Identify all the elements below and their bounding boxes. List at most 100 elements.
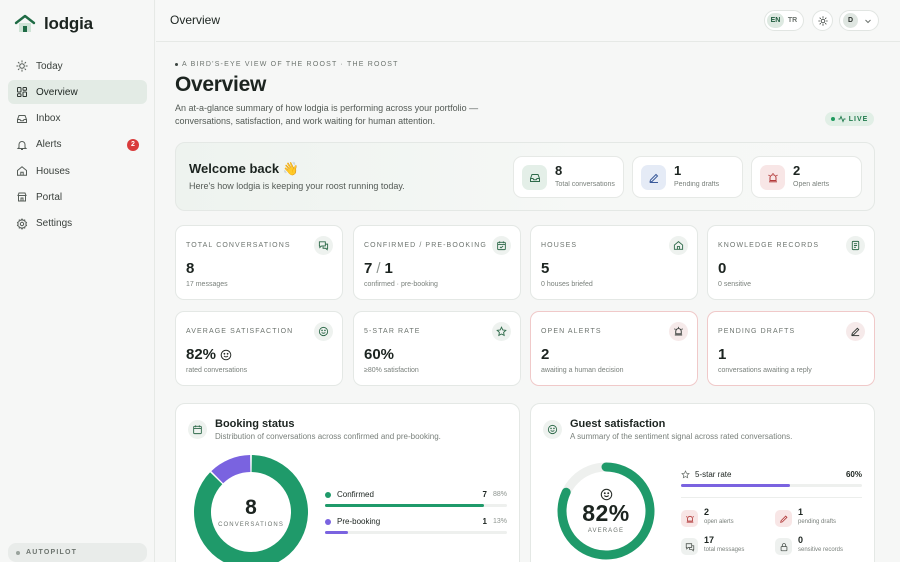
stat-card-five-star-rate[interactable]: 5-STAR RATE 60% ≥80% satisfaction bbox=[353, 311, 521, 386]
stat-card-total-conversations[interactable]: TOTAL CONVERSATIONS 8 17 messages bbox=[175, 225, 343, 300]
legend-row-confirmed[interactable]: Confirmed 7 88% bbox=[325, 490, 507, 507]
chat-icon bbox=[314, 236, 333, 255]
sidebar-item-houses[interactable]: Houses bbox=[8, 159, 147, 183]
autopilot-toggle[interactable]: AUTOPILOT bbox=[8, 543, 147, 562]
legend-bar-fill bbox=[325, 531, 348, 534]
five-star-rate-row: 5-star rate 60% bbox=[681, 470, 862, 487]
gauge-value: 82% bbox=[582, 500, 630, 526]
sidebar-item-today[interactable]: Today bbox=[8, 54, 147, 78]
lock-icon bbox=[775, 538, 792, 555]
legend-bar-track bbox=[325, 531, 507, 534]
brand[interactable]: lodgia bbox=[14, 14, 93, 34]
sidebar-item-alerts[interactable]: Alerts 2 bbox=[8, 133, 147, 157]
legend-dot bbox=[325, 518, 331, 525]
legend-row-prebooking[interactable]: Pre-booking 1 13% bbox=[325, 517, 507, 534]
stat-card-pending-drafts[interactable]: PENDING DRAFTS 1 conversations awaiting … bbox=[707, 311, 875, 386]
inbox-icon bbox=[522, 165, 547, 190]
legend-percent: 13% bbox=[492, 518, 507, 525]
satisfaction-subtitle: A summary of the sentiment signal across… bbox=[570, 432, 793, 441]
five-star-bar-fill bbox=[681, 484, 790, 487]
gauge-value-arc bbox=[557, 462, 655, 560]
stat-value-text: 1 bbox=[718, 346, 727, 363]
five-star-bar-track bbox=[681, 484, 862, 487]
stat-label: PENDING DRAFTS bbox=[718, 328, 796, 335]
stat-label: AVERAGE SATISFACTION bbox=[186, 328, 294, 335]
gauge-center: 82% AVERAGE bbox=[557, 462, 655, 560]
sat-stat-sensitive-records: 0 sensitive records bbox=[775, 535, 865, 561]
stat-card-houses[interactable]: HOUSES 5 0 houses briefed bbox=[530, 225, 698, 300]
stat-value: 0 bbox=[718, 260, 726, 277]
activity-icon bbox=[838, 115, 846, 123]
eyebrow-text: A BIRD'S-EYE VIEW OF THE ROOST · THE ROO… bbox=[182, 61, 399, 68]
pencil-icon bbox=[775, 510, 792, 527]
eyebrow-dot bbox=[175, 63, 178, 66]
stat-card-open-alerts[interactable]: OPEN ALERTS 2 awaiting a human decision bbox=[530, 311, 698, 386]
smile-icon bbox=[543, 420, 562, 439]
autopilot-label: AUTOPILOT bbox=[26, 549, 78, 556]
eyebrow: A BIRD'S-EYE VIEW OF THE ROOST · THE ROO… bbox=[175, 61, 399, 68]
sat-stat-value: 0 bbox=[798, 535, 804, 545]
donut-center-value: 8 bbox=[245, 495, 257, 519]
main-content: A BIRD'S-EYE VIEW OF THE ROOST · THE ROO… bbox=[156, 43, 900, 562]
page-title: Overview bbox=[175, 73, 266, 96]
sidebar-item-label: Settings bbox=[36, 218, 73, 230]
mini-stat-label: Pending drafts bbox=[674, 181, 720, 188]
house-icon bbox=[16, 165, 28, 177]
stat-card-confirmed-prebooking[interactable]: CONFIRMED / PRE-BOOKING 7/1 confirmed · … bbox=[353, 225, 521, 300]
alarm-icon bbox=[669, 322, 688, 341]
house-icon bbox=[669, 236, 688, 255]
donut-slice-confirmed[interactable] bbox=[194, 455, 308, 562]
mini-stat-conversations[interactable]: 8 Total conversations bbox=[513, 156, 624, 198]
stat-label: KNOWLEDGE RECORDS bbox=[718, 242, 820, 249]
stat-value: 5 bbox=[541, 260, 549, 277]
welcome-title: Welcome back 👋 bbox=[189, 161, 299, 176]
language-switch: EN TR bbox=[764, 10, 804, 31]
legend-name: Pre-booking bbox=[337, 517, 381, 526]
stat-subtext: ≥80% satisfaction bbox=[364, 367, 419, 374]
pencil-icon bbox=[641, 165, 666, 190]
sidebar-item-inbox[interactable]: Inbox bbox=[8, 107, 147, 131]
live-label: LIVE bbox=[848, 115, 869, 123]
alerts-count-badge: 2 bbox=[127, 138, 139, 151]
booking-donut-chart bbox=[194, 455, 308, 562]
top-bar: Overview EN TR D bbox=[156, 0, 900, 42]
mini-stat-drafts[interactable]: 1 Pending drafts bbox=[632, 156, 743, 198]
live-dot bbox=[830, 117, 835, 121]
mini-stat-label: Total conversations bbox=[555, 181, 615, 188]
stat-card-average-satisfaction[interactable]: AVERAGE SATISFACTION 82% rated conversat… bbox=[175, 311, 343, 386]
legend-bar-track bbox=[325, 504, 507, 507]
mini-stat-alerts[interactable]: 2 Open alerts bbox=[751, 156, 862, 198]
alarm-icon bbox=[681, 510, 698, 527]
stat-card-knowledge-records[interactable]: KNOWLEDGE RECORDS 0 0 sensitive bbox=[707, 225, 875, 300]
sat-stat-label: total messages bbox=[704, 547, 745, 553]
sidebar-item-portal[interactable]: Portal bbox=[8, 185, 147, 209]
sat-stat-label: sensitive records bbox=[798, 547, 844, 553]
sidebar-item-settings[interactable]: Settings bbox=[8, 212, 147, 236]
value-separator: / bbox=[376, 260, 381, 277]
stat-subtext: rated conversations bbox=[186, 367, 248, 374]
lang-en-button[interactable]: EN bbox=[767, 13, 784, 28]
donut-slice-pre-booking[interactable] bbox=[211, 455, 251, 484]
lang-tr-button[interactable]: TR bbox=[787, 17, 798, 24]
divider bbox=[681, 497, 862, 498]
five-star-value: 60% bbox=[845, 470, 862, 479]
booking-title: Booking status bbox=[215, 418, 295, 430]
sun-icon bbox=[817, 15, 828, 26]
calendar-icon bbox=[492, 236, 511, 255]
stat-label: TOTAL CONVERSATIONS bbox=[186, 242, 291, 249]
sat-stat-value: 1 bbox=[798, 507, 804, 517]
theme-toggle-button[interactable] bbox=[812, 10, 833, 31]
user-menu-button[interactable]: D bbox=[839, 10, 879, 31]
book-icon bbox=[846, 236, 865, 255]
legend-count: 7 bbox=[482, 490, 487, 499]
page-description: An at-a-glance summary of how lodgia is … bbox=[175, 103, 479, 126]
satisfaction-title: Guest satisfaction bbox=[570, 418, 666, 430]
mini-stat-value: 1 bbox=[674, 163, 682, 178]
sat-stat-open-alerts: 2 open alerts bbox=[681, 507, 771, 533]
sidebar-item-overview[interactable]: Overview bbox=[8, 80, 147, 105]
sat-stat-label: open alerts bbox=[704, 519, 734, 525]
smile-icon bbox=[220, 349, 232, 360]
booking-status-card: Booking status Distribution of conversat… bbox=[175, 403, 520, 562]
stat-value: 1 bbox=[718, 346, 726, 363]
stat-value: 82% bbox=[186, 346, 232, 363]
